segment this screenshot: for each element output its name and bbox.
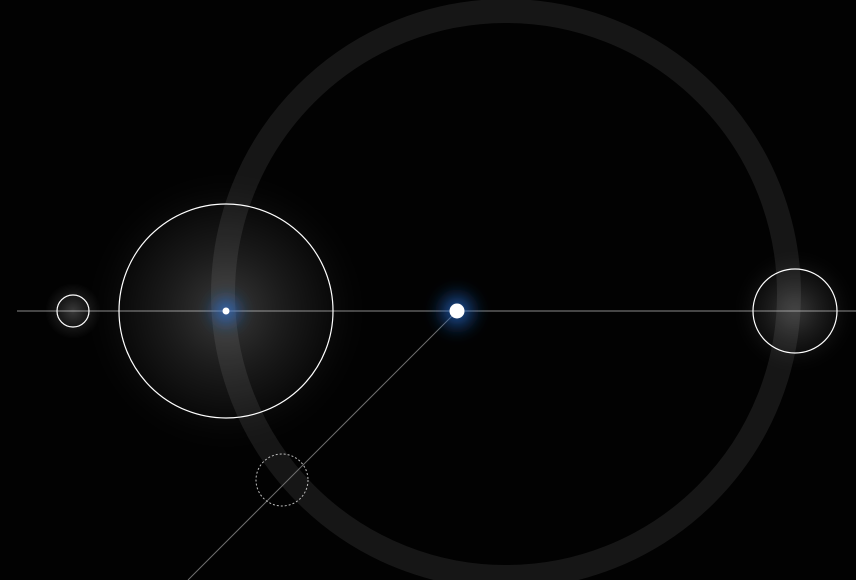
left-blue-focus-dot <box>223 308 230 315</box>
center-blue-focus-dot <box>450 304 465 319</box>
right-circle-glow <box>740 256 850 366</box>
left-small-circle-glow <box>45 283 101 339</box>
